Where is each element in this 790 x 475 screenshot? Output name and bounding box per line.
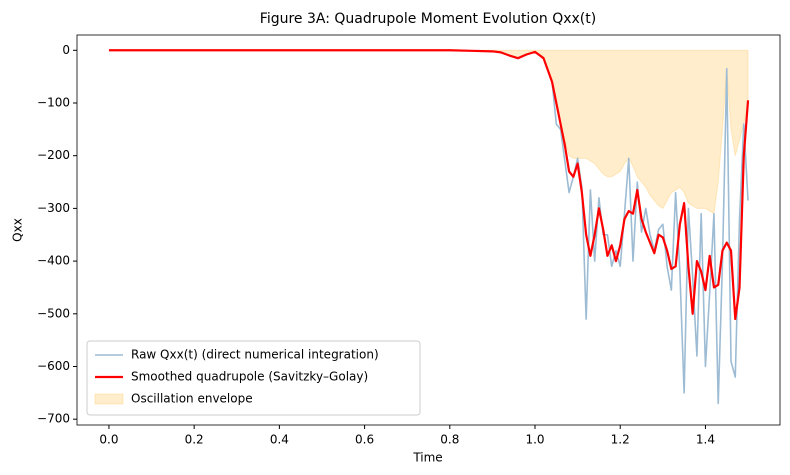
y-tick-label: −200 xyxy=(37,148,70,162)
legend-box xyxy=(86,340,421,416)
y-tick-label: 0 xyxy=(62,43,70,57)
y-tick-label: −600 xyxy=(37,359,70,373)
y-tick-label: −400 xyxy=(37,254,70,268)
series-line xyxy=(108,49,750,321)
x-tick-label: 0.6 xyxy=(355,433,374,447)
legend-label: Smoothed quadrupole (Savitzky–Golay) xyxy=(131,370,368,384)
x-axis-label: Time xyxy=(412,451,442,465)
x-tick-label: 0.4 xyxy=(270,433,289,447)
y-tick-label: −300 xyxy=(37,201,70,215)
legend-label: Raw Qxx(t) (direct numerical integration… xyxy=(131,348,379,362)
plot-frame xyxy=(76,34,781,426)
y-tick-label: −700 xyxy=(37,412,70,426)
y-axis-label: Qxx xyxy=(11,218,25,242)
x-tick-label: 1.2 xyxy=(611,433,630,447)
y-tick-label: −100 xyxy=(37,95,70,109)
legend-label: Oscillation envelope xyxy=(131,392,253,406)
legend: Raw Qxx(t) (direct numerical integration… xyxy=(86,340,421,416)
envelope-area xyxy=(108,49,749,215)
x-tick-label: 0.0 xyxy=(99,433,118,447)
x-tick-label: 0.8 xyxy=(440,433,459,447)
y-tick-label: −500 xyxy=(37,306,70,320)
x-tick-label: 1.0 xyxy=(525,433,544,447)
legend-swatch xyxy=(94,393,124,405)
chart-title: Figure 3A: Quadrupole Moment Evolution Q… xyxy=(260,11,596,27)
plot-area xyxy=(108,49,750,405)
x-tick-label: 1.4 xyxy=(696,433,715,447)
x-tick-label: 0.2 xyxy=(185,433,204,447)
